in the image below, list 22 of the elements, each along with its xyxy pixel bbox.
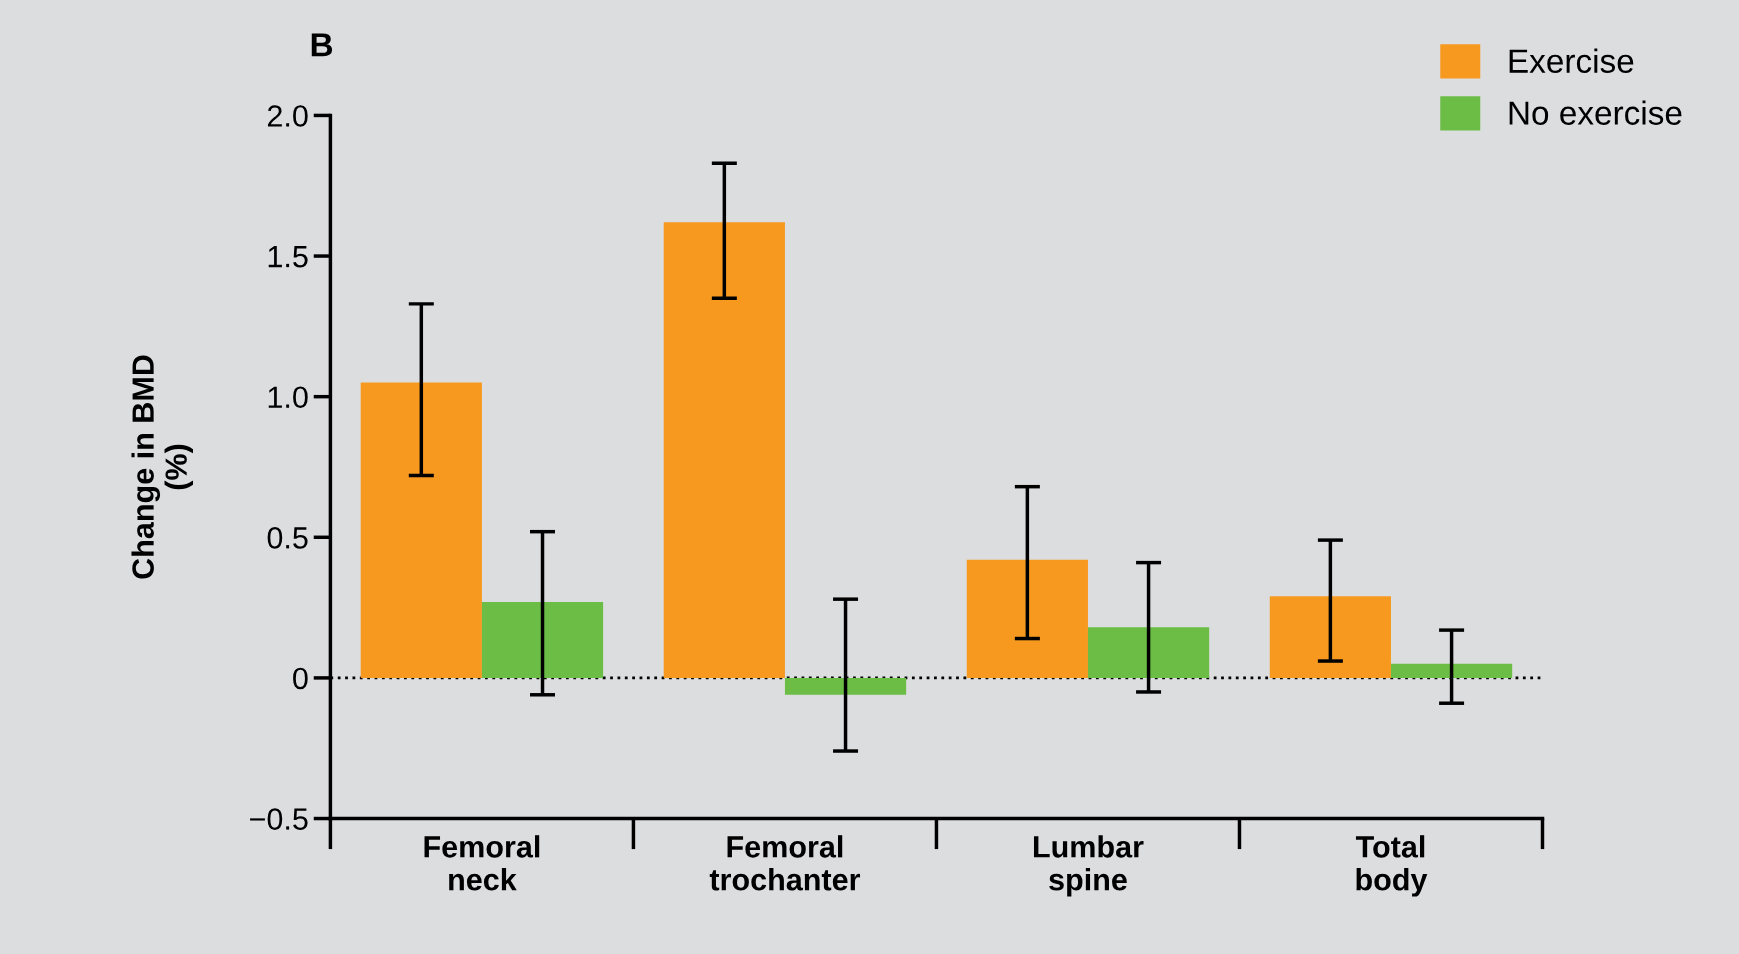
y-tick-label: 0 [293, 667, 308, 690]
legend-label: No exercise [1509, 100, 1682, 125]
y-tick-label: 1.0 [268, 386, 308, 409]
bar [966, 559, 1088, 678]
bar [663, 222, 785, 678]
chart-title: B [311, 33, 333, 57]
x-tick-label: Total body [1355, 835, 1428, 897]
y-tick-label: 0.5 [267, 527, 308, 549]
bar [360, 382, 482, 678]
legend-label: Exercise [1509, 48, 1634, 73]
x-tick-label: Femoral trochanter [709, 835, 861, 891]
bar [784, 677, 907, 695]
y-axis-title: Change in BMD (%) [131, 355, 194, 579]
y-tick-label: 2.0 [267, 105, 308, 127]
bar [1269, 596, 1391, 678]
bar [481, 601, 604, 678]
x-tick-label: Femoral neck [424, 835, 540, 891]
x-tick-label: Lumbar spine [1033, 835, 1144, 897]
y-tick-label: −0.5 [250, 808, 308, 830]
bar [1087, 627, 1210, 678]
bar [1390, 663, 1513, 678]
y-tick-label: 1.5 [268, 246, 308, 268]
